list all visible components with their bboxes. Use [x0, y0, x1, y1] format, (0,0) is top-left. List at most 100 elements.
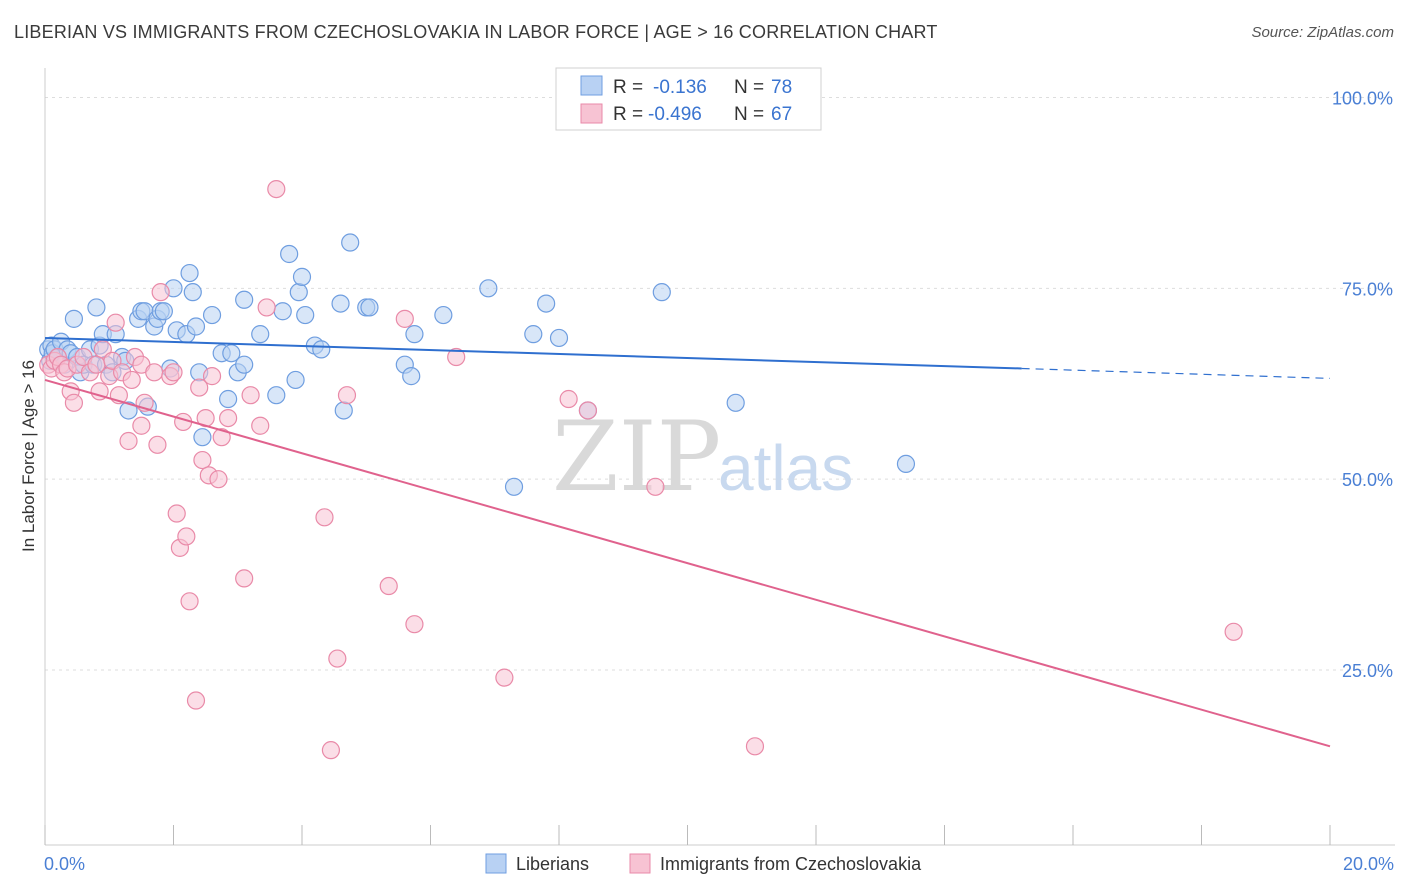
czech-point — [219, 409, 238, 428]
czech-point — [177, 527, 196, 546]
liberians-point — [402, 367, 421, 386]
liberians-point — [219, 389, 238, 409]
liberians-point — [235, 290, 254, 309]
czech-point — [321, 741, 341, 760]
legend-swatch-pink — [580, 103, 603, 124]
series-legend-swatch-czech — [629, 853, 651, 874]
liberians-point — [280, 244, 299, 264]
liberians-point — [235, 355, 254, 374]
czech-point — [251, 416, 270, 435]
czech-point — [212, 428, 231, 447]
czech-points — [39, 180, 1243, 760]
y-tick-label: 25.0% — [1342, 661, 1393, 681]
czech-trend-line — [44, 378, 1331, 748]
czech-point — [257, 298, 276, 317]
czech-point — [646, 477, 665, 496]
czech-point — [395, 309, 414, 328]
czech-point — [122, 370, 141, 390]
czech-point — [164, 363, 183, 382]
liberians-point — [267, 386, 286, 405]
czech-point — [132, 416, 151, 435]
czech-point — [190, 378, 209, 397]
liberians-point — [341, 233, 360, 252]
legend-n-label-1: N = — [734, 77, 764, 98]
series-legend: Liberians Immigrants from Czechoslovakia — [485, 853, 922, 874]
series-legend-label-liberians: Liberians — [516, 854, 589, 874]
czech-point — [447, 347, 466, 367]
liberians-point — [202, 305, 222, 325]
liberians-point — [504, 477, 524, 496]
czech-point — [180, 592, 199, 611]
legend-r-label-2: R = — [613, 104, 643, 125]
czech-point — [167, 504, 186, 523]
czech-point — [186, 691, 206, 710]
series-legend-swatch-liberians — [485, 853, 507, 874]
liberians-point — [289, 283, 308, 302]
czech-point — [315, 508, 334, 527]
liberians-point — [292, 267, 312, 286]
liberians-point — [331, 294, 350, 313]
liberians-point — [180, 263, 199, 283]
liberians-point — [652, 283, 671, 302]
legend-n-value-2: 67 — [771, 104, 792, 125]
liberians-point — [186, 317, 206, 336]
liberians-point — [296, 305, 315, 325]
y-tick-label: 75.0% — [1342, 279, 1393, 299]
trend-lines — [44, 336, 1331, 748]
czech-point — [241, 386, 260, 405]
czech-point — [64, 393, 84, 412]
legend-r-label-1: R = — [613, 77, 643, 98]
liberians-point — [64, 309, 84, 328]
series-legend-label-czech: Immigrants from Czechoslovakia — [660, 854, 922, 874]
liberians-point — [183, 283, 202, 302]
y-tick-labels: 25.0% 50.0% 75.0% 100.0% — [1332, 89, 1393, 682]
liberians-point — [119, 401, 138, 420]
y-tick-label: 50.0% — [1342, 470, 1393, 490]
y-axis-title: In Labor Force | Age > 16 — [19, 360, 38, 552]
legend-swatch-blue — [580, 75, 603, 96]
watermark-atlas: atlas — [718, 432, 853, 504]
x-tick-label-max: 20.0% — [1343, 854, 1394, 874]
liberians-point — [193, 428, 212, 447]
legend-r-value-2: -0.496 — [648, 104, 702, 125]
liberians-point — [405, 325, 424, 344]
czech-point — [151, 283, 170, 302]
czech-point — [193, 450, 212, 470]
liberians-point — [726, 393, 745, 412]
liberians-point — [896, 454, 916, 473]
liberians-point — [87, 298, 106, 317]
czech-point — [90, 382, 109, 401]
legend-n-value-1: 78 — [771, 77, 792, 98]
liberians-trend-line — [44, 336, 1022, 370]
x-ticks — [44, 825, 1331, 845]
czech-point — [202, 367, 222, 386]
czech-point — [328, 649, 347, 668]
source-credit: Source: ZipAtlas.com — [1251, 24, 1394, 41]
czech-point — [119, 431, 138, 451]
liberians-point — [251, 325, 270, 344]
czech-point — [145, 363, 164, 382]
czech-point — [106, 313, 125, 332]
czech-point — [337, 386, 357, 405]
czech-point — [578, 401, 598, 420]
czech-point — [148, 435, 167, 454]
liberians-point — [154, 302, 173, 321]
correlation-legend: R = -0.136 N = 78 R = -0.496 N = 67 — [555, 67, 822, 131]
czech-point — [379, 576, 398, 596]
czech-point — [235, 569, 254, 588]
liberians-point — [434, 305, 453, 325]
chart-title: LIBERIAN VS IMMIGRANTS FROM CZECHOSLOVAK… — [14, 22, 938, 42]
liberians-point — [549, 328, 569, 348]
watermark-zip: ZIP — [552, 401, 721, 513]
x-tick-label-min: 0.0% — [44, 854, 85, 874]
y-tick-label: 100.0% — [1332, 89, 1393, 109]
czech-point — [495, 668, 514, 687]
liberians-point — [537, 294, 556, 313]
liberians-point — [479, 279, 498, 298]
liberians-point — [334, 401, 353, 420]
czech-point — [405, 615, 424, 634]
czech-point — [559, 389, 578, 409]
liberians-point — [286, 370, 305, 390]
legend-r-value-1: -0.136 — [653, 77, 707, 98]
